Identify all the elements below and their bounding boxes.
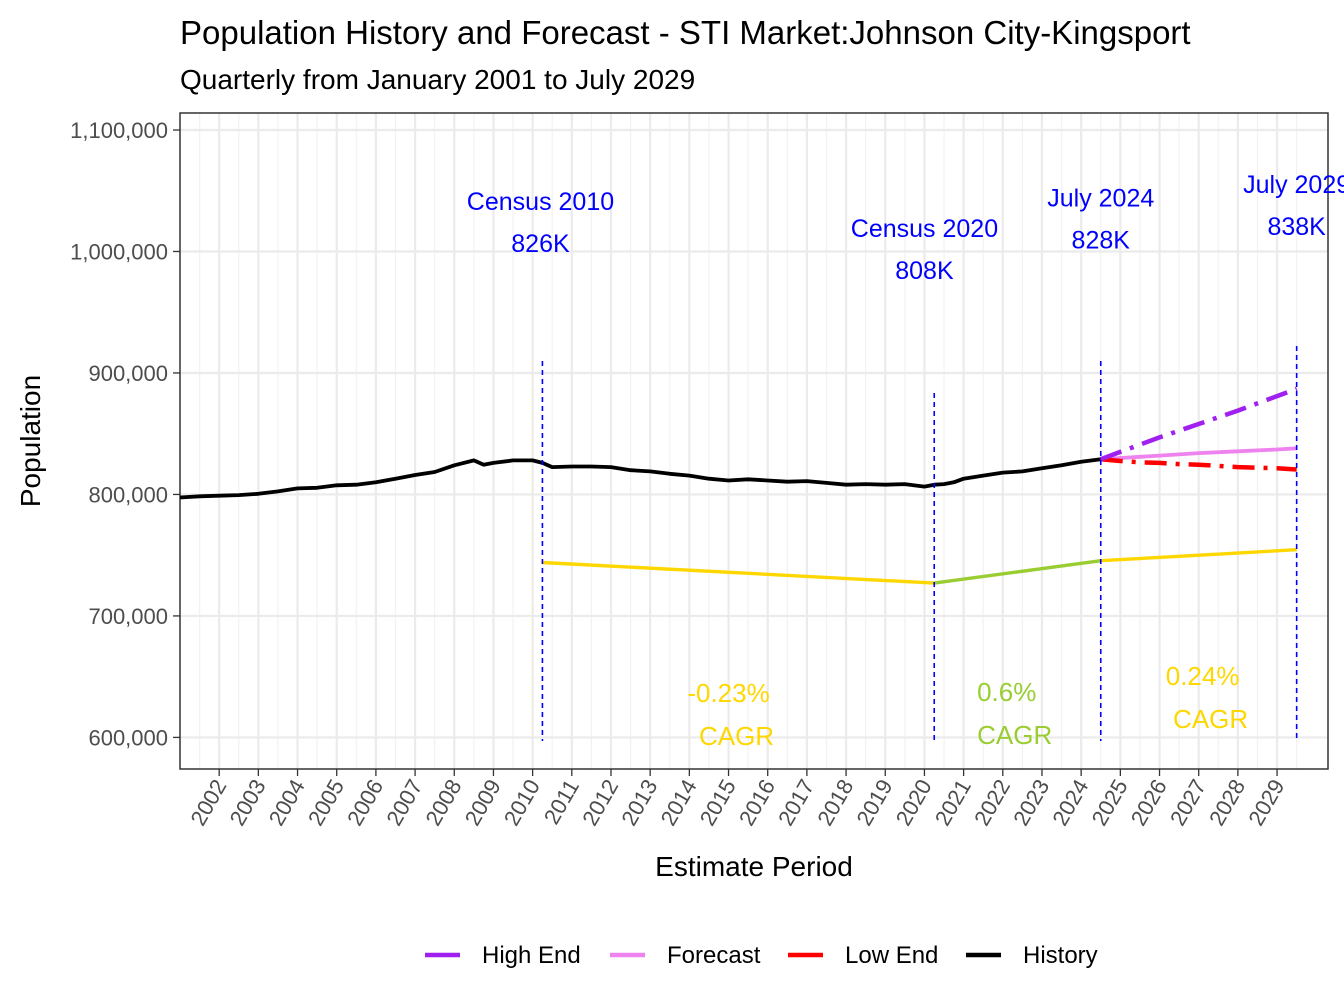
cagr-text: CAGR (699, 721, 774, 751)
x-tick-label: 2002 (185, 775, 231, 830)
series-high-end-line (1100, 386, 1298, 462)
x-tick-label: 2009 (460, 775, 506, 830)
cagr-percent: 0.6% (977, 677, 1036, 707)
y-tick-label: 900,000 (88, 361, 168, 386)
annotation-layer: Census 2010 826K Census 2020 808K July 2024 8… (467, 171, 1344, 751)
legend-label: Forecast (667, 942, 761, 969)
x-tick-label: 2027 (1165, 775, 1211, 830)
x-tick-label: 2020 (891, 775, 937, 830)
cagr-text: CAGR (1173, 704, 1248, 734)
chart-subtitle: Quarterly from January 2001 to July 2029 (180, 64, 695, 95)
x-tick-label: 2016 (734, 775, 780, 830)
series-cagr-2020-2024-line (933, 559, 1102, 585)
x-tick-label: 2003 (225, 775, 271, 830)
x-tick-label: 2017 (773, 775, 819, 830)
annotation-label: July 2029 (1243, 171, 1344, 199)
x-tick-label: 2013 (616, 775, 662, 830)
cagr-percent: 0.24% (1166, 661, 1240, 691)
x-tick-label: 2007 (381, 775, 427, 830)
x-axis: 2002200320042005200620072008200920102011… (185, 769, 1289, 830)
y-axis: 600,000 700,000 800,000 900,000 1,000,000 1,1… (70, 118, 180, 750)
cagr-percent: -0.23% (687, 678, 769, 708)
annotation-value: 826K (511, 230, 570, 258)
x-tick-label: 2006 (342, 775, 388, 830)
chart-title: Population History and Forecast - STI Ma… (180, 14, 1191, 51)
x-tick-label: 2023 (1008, 775, 1054, 830)
x-tick-label: 2004 (264, 775, 310, 830)
x-tick-label: 2008 (420, 775, 466, 830)
x-tick-label: 2010 (499, 775, 545, 830)
annotation-label: Census 2010 (467, 188, 614, 216)
y-tick-label: 800,000 (88, 482, 168, 507)
x-axis-title: Estimate Period (655, 851, 853, 882)
y-tick-label: 1,000,000 (70, 239, 168, 264)
legend-label: Low End (845, 942, 938, 969)
x-tick-label: 2018 (812, 775, 858, 830)
x-tick-label: 2011 (539, 775, 584, 828)
series-forecast-line (1100, 446, 1297, 462)
grid (180, 113, 1328, 769)
x-tick-label: 2025 (1087, 775, 1133, 830)
annotation-label: Census 2020 (851, 215, 998, 243)
y-axis-title: Population (15, 375, 46, 507)
vline-layer (541, 346, 1298, 741)
legend-label: History (1023, 942, 1098, 969)
x-tick-label: 2029 (1243, 775, 1289, 830)
series-cagr-2024-2029-line (1100, 548, 1297, 563)
x-tick-label: 2019 (851, 775, 897, 830)
x-tick-label: 2026 (1126, 775, 1172, 830)
x-tick-label: 2024 (1047, 775, 1093, 830)
series-low-end-line (1100, 456, 1297, 472)
annotation-label: July 2024 (1047, 185, 1154, 213)
x-tick-label: 2012 (577, 775, 623, 830)
annotation-value: 828K (1072, 227, 1131, 255)
x-tick-label: 2028 (1204, 775, 1250, 830)
y-tick-label: 600,000 (88, 725, 168, 750)
x-tick-label: 2014 (656, 775, 702, 830)
cagr-text: CAGR (977, 720, 1052, 750)
x-tick-label: 2005 (303, 775, 349, 830)
y-tick-label: 1,100,000 (70, 118, 168, 143)
annotation-value: 808K (895, 257, 954, 285)
x-tick-label: 2015 (695, 775, 741, 830)
annotation-value: 838K (1267, 213, 1326, 241)
y-tick-label: 700,000 (88, 604, 168, 629)
series-layer (179, 386, 1298, 585)
series-cagr-2010-2020-line (542, 560, 935, 585)
series-history-line (179, 457, 1102, 500)
legend-label: High End (482, 942, 581, 969)
legend: High End Forecast Low End History (425, 942, 1098, 969)
x-tick-label: 2022 (969, 775, 1015, 830)
plot-panel-border (179, 112, 1329, 770)
x-tick-label: 2021 (930, 775, 976, 830)
